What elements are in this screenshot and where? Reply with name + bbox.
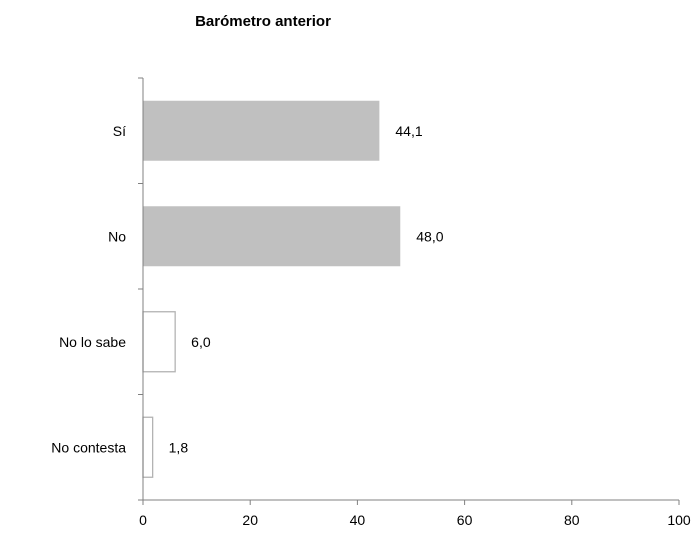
- category-label-si: Sí: [113, 123, 126, 139]
- y-axis: Sí No No lo sabe No contesta: [51, 77, 144, 501]
- x-axis: 0 20 40 60 80 100: [139, 499, 691, 528]
- category-label-no: No: [108, 228, 126, 244]
- x-tick-label-20: 20: [242, 512, 258, 528]
- bar-no-contesta: [142, 416, 154, 478]
- x-tick-label-40: 40: [350, 512, 366, 528]
- x-tick-label-80: 80: [564, 512, 580, 528]
- bars-group: 44,1 48,0 6,0 1,8: [142, 100, 444, 478]
- data-label-no-contesta: 1,8: [169, 439, 189, 455]
- bar-no: [143, 206, 401, 267]
- category-label-no-lo-sabe: No lo sabe: [59, 334, 126, 350]
- category-label-no-contesta: No contesta: [51, 439, 126, 455]
- data-label-no: 48,0: [416, 228, 443, 244]
- x-tick-label-100: 100: [667, 512, 691, 528]
- bar-si: [143, 100, 380, 161]
- bar-no-lo-sabe: [142, 311, 176, 373]
- chart-title: Barómetro anterior: [195, 13, 331, 30]
- x-tick-label-0: 0: [139, 512, 147, 528]
- x-tick-label-60: 60: [457, 512, 473, 528]
- data-label-no-lo-sabe: 6,0: [191, 334, 211, 350]
- data-label-si: 44,1: [395, 123, 422, 139]
